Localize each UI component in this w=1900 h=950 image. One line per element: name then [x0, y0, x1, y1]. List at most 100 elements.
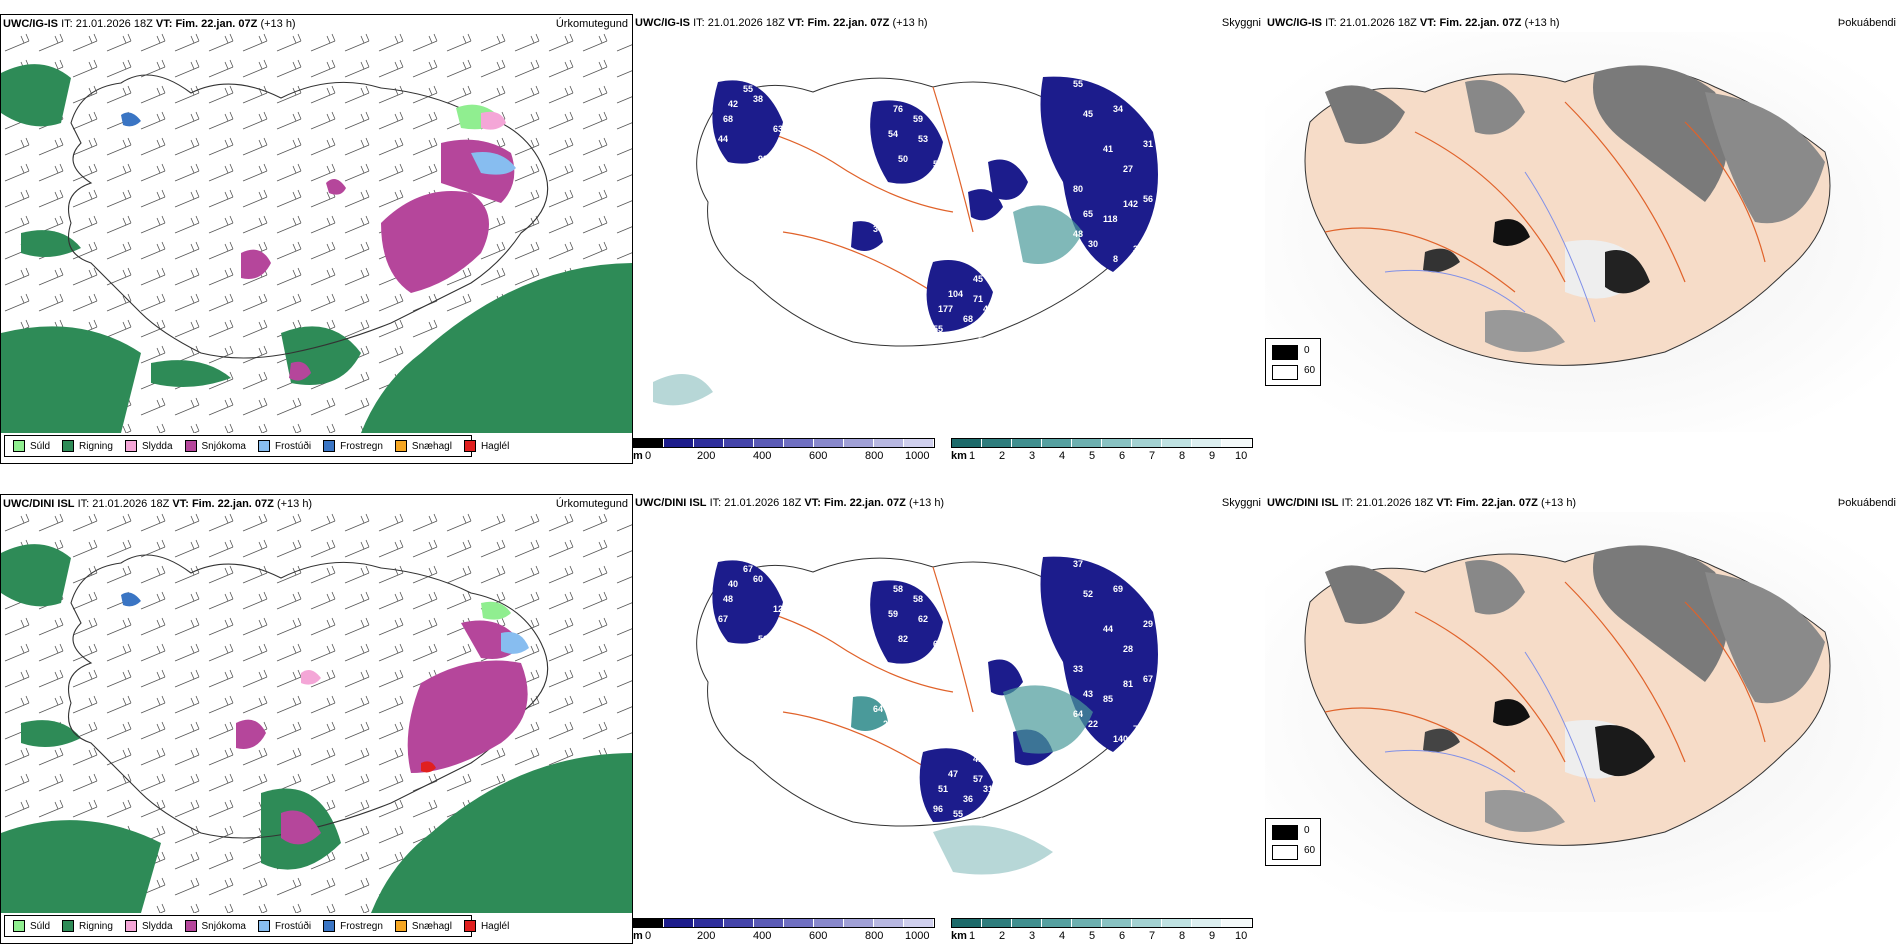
cloud-base-label: 69	[1113, 584, 1123, 594]
legend-item: Frostúði	[257, 440, 311, 452]
legend-item: Slydda	[124, 440, 173, 452]
cloud-base-label: 21	[883, 719, 893, 729]
cloud-base-label: 34	[1133, 244, 1143, 254]
model-name: UWC/DINI ISL	[3, 498, 75, 510]
cloud-base-label: 47	[948, 769, 958, 779]
legend-item: Snjókoma	[184, 920, 246, 932]
cloud-base-label: 27	[883, 239, 893, 249]
model-name: UWC/IG-IS	[635, 17, 690, 29]
unit-label: m	[633, 450, 643, 462]
cloud-base-label: 43	[1083, 689, 1093, 699]
cloud-base-label: 54	[888, 129, 898, 139]
legend-item: Súld	[13, 920, 50, 932]
cloud-base-label: 46	[973, 564, 983, 574]
lead-time: (+13 h)	[276, 498, 313, 510]
cloud-base-label: 51	[938, 784, 948, 794]
tick-label: 7	[1149, 450, 1156, 462]
valid-time: VT: Fim. 22.jan. 07Z	[172, 498, 274, 510]
cloud-base-label: 98	[758, 154, 768, 164]
cloud-base-label: 44	[1103, 624, 1113, 634]
precip-panel-1: UWC/IG-IS IT: 21.01.2026 18Z VT: Fim. 22…	[0, 14, 633, 464]
fog-panel-1: UWC/IG-IS IT: 21.01.2026 18Z VT: Fim. 22…	[1265, 14, 1900, 464]
cloud-base-label: 82	[898, 634, 908, 644]
cloud-base-label: 48	[723, 594, 733, 604]
cloud-base-label: 57	[973, 774, 983, 784]
tick-label: 6	[1119, 930, 1126, 942]
cloud-base-label: 31	[983, 784, 993, 794]
cloud-panel-2: UWC/DINI ISL IT: 21.01.2026 18Z VT: Fim.…	[633, 494, 1265, 944]
panel-header: UWC/IG-IS IT: 21.01.2026 18Z VT: Fim. 22…	[1, 15, 632, 33]
init-time: 21.01.2026 18Z	[724, 497, 802, 509]
tick-label: 4	[1059, 930, 1066, 942]
panel-header: UWC/DINI ISL IT: 21.01.2026 18Z VT: Fim.…	[633, 494, 1265, 512]
cloud-base-label: 48	[1073, 229, 1083, 239]
precip-legend: Súld Rigning Slydda Snjókoma Frostúði Fr…	[4, 915, 509, 937]
tick-label: 1000	[905, 930, 930, 942]
cloud-base-label: 55	[953, 809, 963, 819]
cloud-base-label: 104	[948, 289, 963, 299]
cloud-base-label: 53	[918, 134, 928, 144]
cloud-base-label: 30	[1088, 239, 1098, 249]
precip-map	[1, 513, 632, 913]
cloud-base-label: 31	[1143, 139, 1153, 149]
tick-label: 2	[999, 930, 1006, 942]
valid-time: VT: Fim. 22.jan. 07Z	[804, 497, 906, 509]
cloud-base-label: 37	[1073, 559, 1083, 569]
init-time: 21.01.2026 18Z	[75, 18, 153, 30]
precip-map	[1, 33, 632, 433]
cloud-map: 55 42 68 38 44 63 98 129 76 59 54 53 50 55 83 55 45 34 41 2…	[653, 76, 1168, 406]
cloud-base-label: 80	[1073, 184, 1083, 194]
panel-title: Úrkomutegund	[555, 18, 628, 30]
cloud-base-label: 85	[1103, 694, 1113, 704]
tick-label: 600	[809, 450, 828, 462]
panel-header: UWC/IG-IS IT: 21.01.2026 18Z VT: Fim. 22…	[633, 14, 1265, 32]
legend-item: Haglél	[463, 440, 509, 452]
cloud-base-label: 61	[963, 724, 973, 734]
tick-label: 800	[865, 450, 884, 462]
cloud-base-label: 96	[933, 804, 943, 814]
cloud-base-label: 118	[1103, 214, 1118, 224]
panel-title: Þokuábendi	[1837, 497, 1896, 509]
tick-label: 10	[1235, 450, 1248, 462]
fog-legend: 0 60	[1265, 818, 1321, 866]
legend-item: Snæhagl	[394, 920, 452, 932]
cloud-base-label: 68	[723, 114, 733, 124]
altitude-colorbar: m 0 200 400 600 800 1000	[633, 918, 943, 944]
tick-label: 4	[1059, 450, 1066, 462]
cloud-base-label: 40	[983, 304, 993, 314]
tick-label: 6	[1119, 450, 1126, 462]
cloud-base-label: 38	[753, 94, 763, 104]
cloud-base-label: 52	[1083, 589, 1093, 599]
legend-item: Slydda	[124, 920, 173, 932]
cloud-base-label: 67	[718, 614, 728, 624]
legend-item: Haglél	[463, 920, 509, 932]
cloud-base-label: 33	[1073, 664, 1083, 674]
legend-item: Frostúði	[257, 920, 311, 932]
cloud-base-label: 29	[993, 709, 1003, 719]
valid-time: VT: Fim. 22.jan. 07Z	[1419, 17, 1522, 29]
model-name: UWC/IG-IS	[3, 18, 58, 30]
cloud-base-label: 59	[783, 644, 793, 654]
cloud-base-label: 55	[933, 159, 943, 169]
tick-label: 5	[1089, 450, 1096, 462]
model-name: UWC/DINI ISL	[1267, 497, 1339, 509]
tick-label: 200	[697, 450, 716, 462]
valid-time: VT: Fim. 22.jan. 07Z	[155, 18, 258, 30]
cloud-base-label: 66	[933, 639, 943, 649]
tick-label: 8	[1179, 450, 1186, 462]
cloud-base-label: 68	[963, 314, 973, 324]
model-name: UWC/DINI ISL	[635, 497, 707, 509]
model-name: UWC/IG-IS	[1267, 17, 1322, 29]
cloud-base-label: 0	[923, 814, 928, 824]
legend-item: Snæhagl	[394, 440, 452, 452]
cloud-base-label: 50	[898, 154, 908, 164]
panel-header: UWC/DINI ISL IT: 21.01.2026 18Z VT: Fim.…	[1, 495, 632, 513]
lead-time: (+13 h)	[1540, 497, 1577, 509]
unit-label: m	[633, 930, 643, 942]
lead-time: (+13 h)	[908, 497, 945, 509]
init-time: 21.01.2026 18Z	[92, 498, 170, 510]
panel-header: UWC/DINI ISL IT: 21.01.2026 18Z VT: Fim.…	[1265, 494, 1900, 512]
valid-time: VT: Fim. 22.jan. 07Z	[1436, 497, 1538, 509]
tick-label: 3	[1029, 450, 1036, 462]
